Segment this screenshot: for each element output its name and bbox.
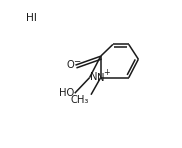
Text: N: N bbox=[90, 72, 98, 82]
Text: −: − bbox=[73, 56, 80, 65]
Text: +: + bbox=[104, 69, 110, 77]
Text: CH₃: CH₃ bbox=[70, 95, 89, 106]
Text: HI: HI bbox=[26, 13, 37, 23]
Text: O: O bbox=[67, 60, 74, 70]
Text: HO: HO bbox=[59, 87, 74, 98]
Text: N: N bbox=[97, 73, 104, 83]
